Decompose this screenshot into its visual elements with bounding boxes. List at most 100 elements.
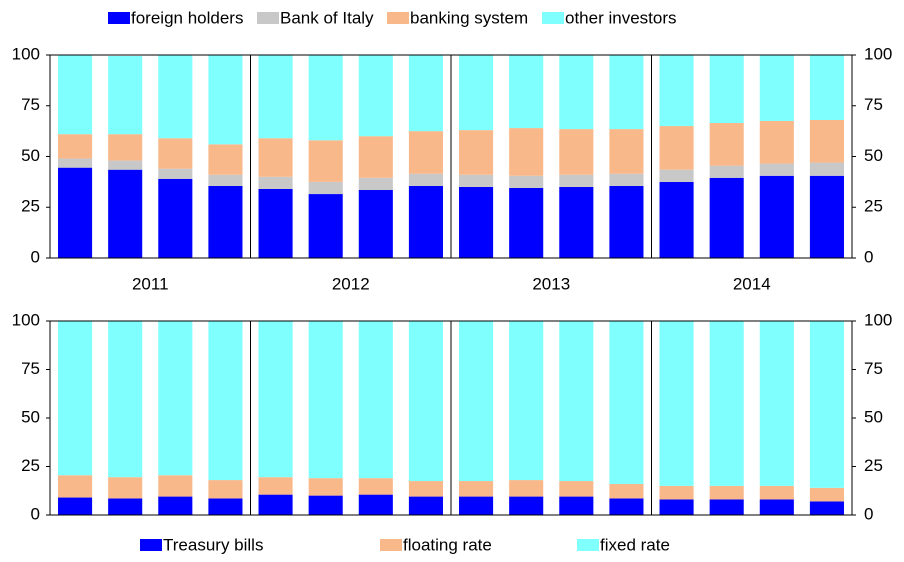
bar-segment [709, 321, 744, 486]
bar-segment [108, 134, 143, 161]
bar-segment [559, 129, 594, 175]
bar-segment [158, 178, 193, 258]
bar-segment [509, 321, 544, 481]
bar-segment [459, 130, 494, 175]
bar-segment [459, 321, 494, 482]
legend-label: floating rate [403, 535, 492, 554]
bar-segment [709, 123, 744, 166]
bar-segment [358, 494, 393, 515]
bar-segment [759, 499, 794, 515]
y2-tick-label: 50 [864, 146, 883, 165]
bar-segment [408, 55, 443, 132]
bar-segment [408, 173, 443, 186]
y-tick-label: 75 [21, 359, 40, 378]
bar-segment [258, 55, 293, 139]
bar-segment [108, 56, 143, 135]
bar-segment [459, 174, 494, 187]
bar-segment [509, 480, 544, 497]
bar-segment [659, 181, 694, 258]
bar-segment [258, 477, 293, 495]
bar-segment [358, 55, 393, 137]
bar-segment [208, 185, 243, 258]
bar-segment [809, 55, 844, 120]
bar-segment [308, 140, 343, 182]
y2-tick-label: 0 [864, 247, 873, 266]
bar-segment [659, 499, 694, 515]
y-tick-label: 0 [31, 504, 40, 523]
bar-segment [258, 188, 293, 258]
bar-segment [358, 321, 393, 479]
bar-segment [408, 496, 443, 515]
bar-segment [709, 485, 744, 500]
bar-segment [408, 481, 443, 497]
bar-segment [759, 120, 794, 164]
bar-segment [459, 186, 494, 258]
bar-segment [308, 478, 343, 496]
bar-segment [108, 321, 143, 478]
group-label: 2014 [733, 274, 771, 293]
group-label: 2013 [532, 274, 570, 293]
group-label: 2012 [332, 274, 370, 293]
bar-segment [258, 494, 293, 515]
legend-label: other investors [565, 8, 677, 27]
bar-segment [308, 495, 343, 515]
bar-segment [659, 321, 694, 486]
bar-segment [58, 158, 93, 168]
bar-segment [509, 187, 544, 258]
bar-segment [759, 485, 794, 500]
bar-segment [208, 321, 243, 481]
legend-swatch [542, 12, 564, 24]
bar-segment [258, 138, 293, 177]
bar-segment [759, 163, 794, 176]
bar-segment [809, 321, 844, 488]
bar-segment [609, 321, 644, 484]
bar-segment [208, 498, 243, 515]
bar-segment [308, 55, 343, 141]
bar-segment [509, 128, 544, 176]
y2-tick-label: 25 [864, 456, 883, 475]
legend-swatch [257, 12, 279, 24]
y-tick-label: 50 [21, 407, 40, 426]
bar-segment [559, 55, 594, 130]
bar-segment [58, 167, 93, 258]
bar-segment [759, 55, 794, 121]
bar-segment [509, 175, 544, 188]
bar-segment [609, 498, 644, 515]
bar-segment [759, 175, 794, 258]
bar-segment [208, 174, 243, 186]
bar-segment [208, 144, 243, 175]
legend-swatch [577, 539, 599, 551]
bar-segment [358, 189, 393, 258]
bar-segment [709, 177, 744, 258]
bar-segment [308, 181, 343, 195]
bar-segment [709, 55, 744, 124]
legend-swatch [108, 12, 130, 24]
bar-segment [809, 175, 844, 258]
bar-segment [659, 126, 694, 170]
bar-segment [158, 321, 193, 476]
bar-segment [509, 55, 544, 129]
bar-segment [358, 478, 393, 495]
legend-swatch [387, 12, 409, 24]
legend-label: Bank of Italy [280, 8, 374, 27]
bar-segment [258, 321, 293, 478]
y2-tick-label: 75 [864, 95, 883, 114]
y2-tick-label: 0 [864, 504, 873, 523]
bar-segment [459, 55, 494, 131]
legend-label: foreign holders [131, 8, 243, 27]
legend-swatch [380, 539, 402, 551]
plot-frame [49, 320, 853, 516]
bar-segment [308, 194, 343, 258]
y-tick-label: 100 [12, 44, 40, 63]
bar-segment [58, 134, 93, 159]
bar-segment [709, 165, 744, 178]
bar-segment [659, 485, 694, 500]
bar-segment [609, 173, 644, 186]
bar-segment [609, 185, 644, 258]
y-tick-label: 50 [21, 146, 40, 165]
bar-segment [609, 483, 644, 499]
bar-segment [559, 481, 594, 497]
y2-tick-label: 50 [864, 407, 883, 426]
bar-segment [559, 321, 594, 482]
